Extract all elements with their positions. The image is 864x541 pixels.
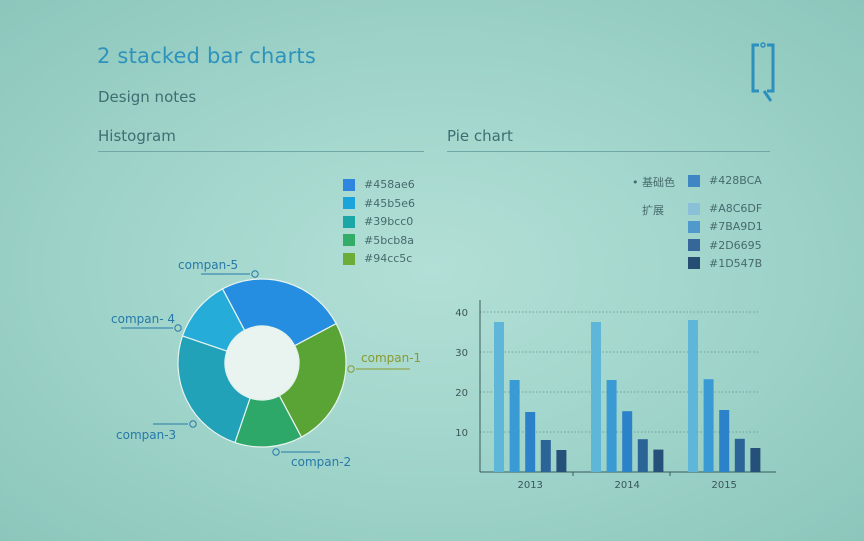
page-subtitle: Design notes [98,88,197,106]
bar-2013-4 [540,440,551,472]
donut-legend-swatch [343,197,355,209]
bar-2013-3 [525,412,536,472]
donut-legend-item: #458ae6 [343,178,415,191]
donut-slice-5 [221,278,337,347]
donut-slice-3 [177,335,251,444]
bar-ytick-label: 30 [455,348,468,359]
bar-ytick-label: 40 [455,308,468,319]
palette-base-item: #428BCA [688,174,762,187]
donut-legend-swatch [343,215,355,228]
donut-label-2: compan-2 [291,455,351,469]
palette-base-hex: #428BCA [709,174,762,187]
bar-2014-3 [622,411,633,472]
donut-legend-swatch [343,234,355,246]
donut-label-5: compan-5 [178,258,238,272]
bar-xtick-label: 2014 [614,480,639,491]
palette-ext-swatch [688,257,700,270]
donut-slice-1 [278,322,347,438]
donut-legend-swatch [343,252,355,265]
palette-ext-swatch [688,202,700,215]
donut-callout-dot-1 [347,365,355,373]
donut-legend-label: #458ae6 [364,178,415,191]
palette-ext-item: #1D547B [688,257,762,270]
donut-hole [225,326,299,400]
donut-legend-label: #39bcc0 [364,215,414,228]
palette-ext-item: #2D6695 [688,239,762,252]
palette-ext-item: #7BA9D1 [688,220,763,233]
donut-label-1: compan-1 [361,351,421,365]
palette-ext-label: 扩展 [642,204,664,217]
bracket-q-logo-icon [751,42,775,102]
donut-legend-swatch [343,178,355,191]
donut-legend-label: #45b5e6 [364,196,415,210]
palette-ext-item: #A8C6DF [688,202,762,215]
donut-legend-item: #94cc5c [343,252,412,265]
section-title-pie: Pie chart [447,127,513,145]
palette-ext-hex: #2D6695 [709,238,762,252]
page-title: 2 stacked bar charts [97,44,317,68]
bar-2013-2 [509,380,520,472]
palette-base-label: • 基础色 [632,176,675,189]
palette-ext-swatch [688,220,700,233]
palette-base-label-text: 基础色 [642,176,675,189]
bar-2015-5 [750,448,761,472]
bar-2015-2 [703,379,714,472]
donut-legend-item: #5bcb8a [343,234,414,247]
bar-ytick-label: 20 [455,388,468,399]
bar-2015-3 [719,410,730,472]
bar-2014-5 [653,449,664,472]
palette-ext-hex: #A8C6DF [709,202,763,215]
bar-2014-2 [606,380,617,472]
pie-divider [447,151,770,152]
bar-2015-4 [734,438,745,472]
donut-label-3: compan-3 [116,428,176,442]
palette-base-swatch [688,174,700,187]
palette-ext-hex: #1D547B [709,256,763,270]
bar-xtick-label: 2013 [517,480,542,491]
bar-2013-5 [556,450,567,472]
donut-legend-label: #5bcb8a [364,233,414,247]
palette-ext-swatch [688,239,700,252]
palette-ext-hex: #7BA9D1 [709,220,763,234]
donut-legend-label: #94cc5c [364,252,413,265]
bar-xtick-label: 2015 [711,480,736,491]
bar-2015-1 [688,320,698,472]
bar-2013-1 [494,322,504,472]
donut-label-4: compan- 4 [111,312,175,326]
donut-legend-item: #45b5e6 [343,197,415,210]
donut-legend-item: #39bcc0 [343,215,413,228]
donut-callout-dot-4 [174,324,182,332]
donut-callout-dot-2 [272,448,280,456]
bar-2014-1 [591,322,601,472]
section-title-histogram: Histogram [98,127,176,145]
bar-ytick-label: 10 [455,428,468,439]
donut-callout-dot-3 [189,420,197,428]
donut-callout-dot-5 [251,270,259,278]
bar-2014-4 [637,439,648,472]
histogram-divider [98,151,424,152]
